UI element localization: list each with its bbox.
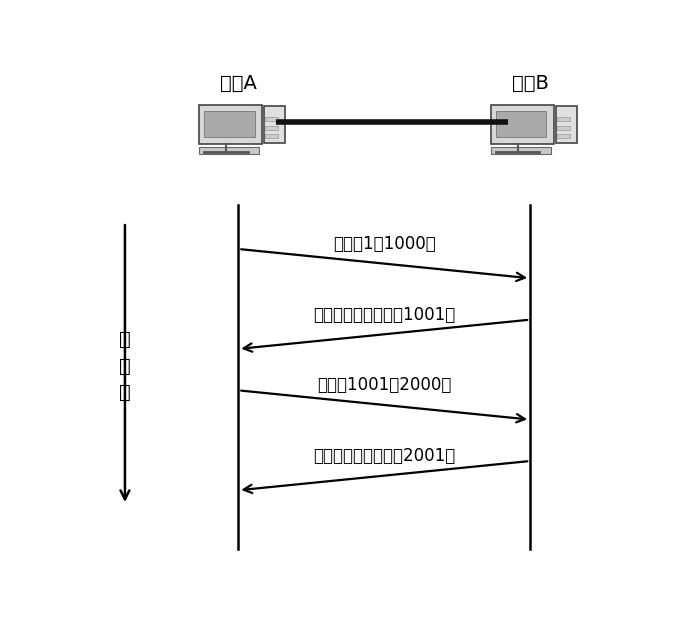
Bar xyxy=(204,111,254,137)
Text: 间: 间 xyxy=(119,356,131,375)
Bar xyxy=(491,105,554,144)
Bar xyxy=(264,106,285,142)
Bar xyxy=(557,117,570,121)
Text: 主机A: 主机A xyxy=(220,74,256,93)
Bar xyxy=(266,126,278,130)
Bar xyxy=(557,134,570,138)
Bar xyxy=(199,147,259,154)
Text: 数据（1～1000）: 数据（1～1000） xyxy=(333,235,436,253)
Bar xyxy=(266,134,278,138)
Bar xyxy=(556,106,576,142)
Bar xyxy=(199,105,262,144)
Bar xyxy=(496,111,546,137)
Text: 确认应答（下一个是2001）: 确认应答（下一个是2001） xyxy=(313,447,455,465)
Text: 主机B: 主机B xyxy=(512,74,549,93)
Text: 数据（1001～2000）: 数据（1001～2000） xyxy=(317,376,452,394)
Text: 时: 时 xyxy=(119,330,131,349)
Bar xyxy=(491,147,551,154)
Text: 轴: 轴 xyxy=(119,383,131,403)
Text: 确认应答（下一个是1001）: 确认应答（下一个是1001） xyxy=(313,306,455,323)
Bar xyxy=(557,126,570,130)
Bar xyxy=(266,117,278,121)
